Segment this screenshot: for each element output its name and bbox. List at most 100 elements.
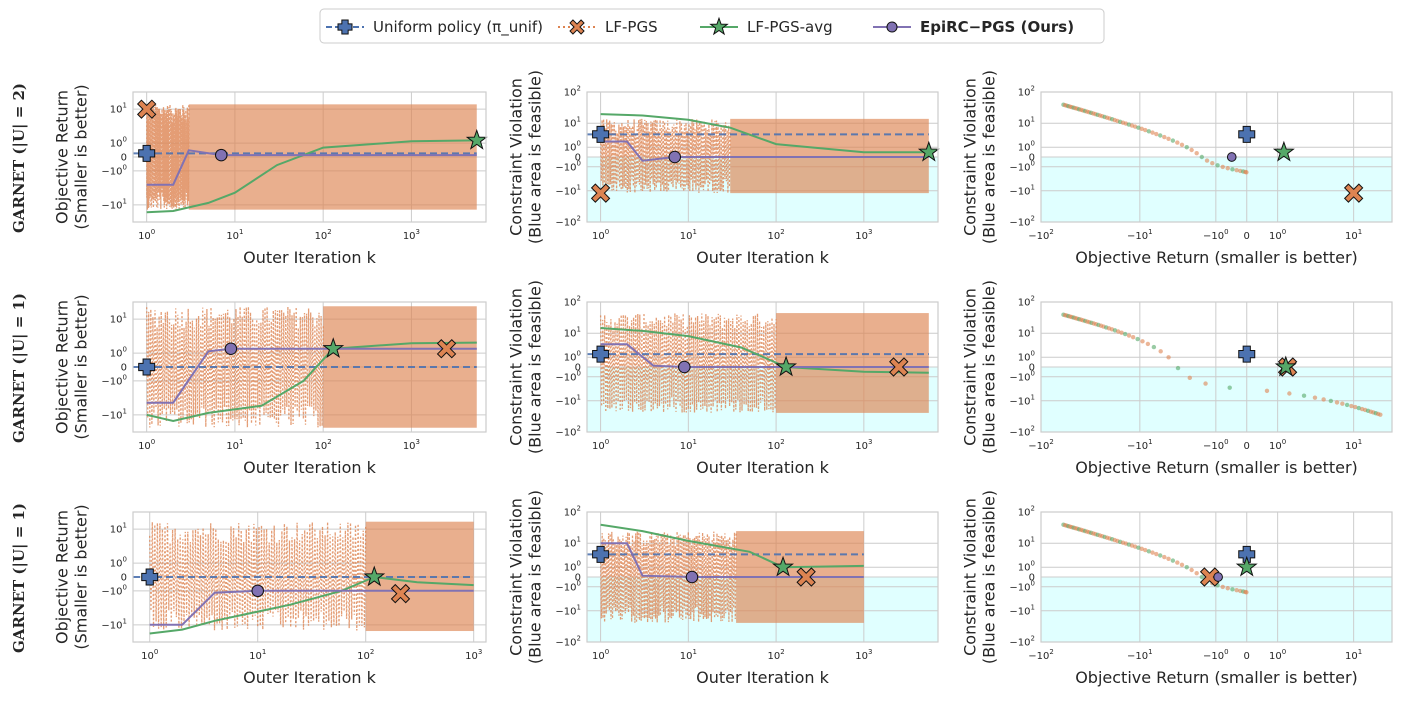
axes-frame <box>132 511 487 643</box>
plot-content <box>587 523 864 623</box>
y-tick-label: 0 <box>575 573 581 584</box>
axis-label-line: (Smaller is better) <box>72 294 91 439</box>
lfpgs-avg-marker <box>775 355 798 377</box>
y-tick-label: −101 <box>101 617 127 631</box>
axis-label-line: Objective Return <box>53 300 72 434</box>
y-axis-label: Objective Return (Smaller is better) <box>53 504 91 649</box>
y-tick-label: 0 <box>121 363 127 374</box>
axis-label-line: (Blue area is feasible) <box>526 490 545 664</box>
uniform-marker <box>1238 545 1256 563</box>
legend-marker-x <box>569 19 585 35</box>
lfpgs-marker <box>390 583 411 604</box>
legend-label: Uniform policy (π_unif) <box>373 18 543 37</box>
trajectory-dot <box>1344 402 1350 408</box>
x-tick-label: −102 <box>1028 228 1054 242</box>
trajectory-dot <box>1199 154 1205 160</box>
trajectory-dot <box>1139 546 1144 552</box>
trajectory-dot <box>1199 574 1205 580</box>
lfpgs-avg-marker <box>465 128 488 150</box>
uniform-marker <box>141 568 159 586</box>
trajectory-dot <box>1136 125 1141 130</box>
axis-label-line: Constraint Violation <box>961 288 980 446</box>
y-tick-label: 100 <box>110 346 127 360</box>
trajectory-dot <box>1136 545 1141 550</box>
lfpgs-avg-line <box>600 523 864 569</box>
epirc-line <box>146 347 477 404</box>
lfpgs-line <box>146 104 190 210</box>
trajectory-dot <box>1158 553 1163 558</box>
uniform-marker <box>1238 345 1256 363</box>
trajectory-dot <box>1139 126 1144 132</box>
y-tick-label: 100 <box>110 136 127 150</box>
y-tick-label: −100 <box>555 159 581 173</box>
lfpgs-avg-marker <box>1235 555 1258 577</box>
y-tick-label: −100 <box>555 369 581 383</box>
legend-marker-plus <box>337 19 353 35</box>
axis-label-line: Constraint Violation <box>961 78 980 236</box>
trajectory-dot <box>1227 385 1232 390</box>
trajectory-dot <box>1150 550 1155 555</box>
uniform-marker <box>592 125 610 143</box>
lfpgs-line <box>149 521 367 631</box>
y-tick-label: 102 <box>1018 295 1035 309</box>
trajectory-dot <box>1225 166 1230 171</box>
x-axis-label: Objective Return (smaller is better) <box>1075 248 1358 267</box>
lfpgs-marker <box>136 99 157 119</box>
axis-label-line: Constraint Violation <box>507 78 526 236</box>
y-tick-label: −101 <box>555 183 581 197</box>
epirc-line <box>600 343 929 368</box>
y-tick-label: 101 <box>1018 116 1035 130</box>
x-tick-label: 101 <box>1345 438 1362 452</box>
y-tick-label: 0 <box>575 363 581 374</box>
x-tick-label: −100 <box>1203 648 1229 662</box>
lfpgs-avg-line <box>146 139 477 214</box>
lfpgs-marker <box>796 567 816 587</box>
trajectory-dot <box>1154 551 1159 557</box>
axes-frame <box>132 91 487 223</box>
x-tick-label: 101 <box>1345 228 1362 242</box>
trajectory-dot <box>1244 170 1249 175</box>
x-tick-label: 100 <box>138 228 155 242</box>
x-axis-label: Objective Return (smaller is better) <box>1075 458 1358 477</box>
axes-frame <box>586 301 939 433</box>
y-axis-label: Constraint Violation (Blue area is feasib… <box>507 280 545 454</box>
lfpgs-marker <box>436 339 457 359</box>
feasible-region <box>1041 577 1392 642</box>
lfpgs-avg-line <box>600 113 929 154</box>
axis-label-line: (Blue area is feasible) <box>980 280 999 454</box>
trajectory-dot <box>1230 167 1235 172</box>
x-tick-label: 100 <box>592 438 609 452</box>
trajectory-dot <box>1210 161 1215 166</box>
x-axis-label: Outer Iteration k <box>243 458 376 477</box>
y-tick-label: 0 <box>1029 153 1035 164</box>
lfpgs-avg-marker <box>917 140 940 162</box>
plot-content <box>133 306 477 428</box>
trajectory-dot <box>1328 398 1334 404</box>
axis-label-line: (Blue area is feasible) <box>980 490 999 664</box>
x-tick-label: 103 <box>855 648 872 662</box>
y-tick-label: −101 <box>101 407 127 421</box>
trajectory-dot <box>1166 556 1171 561</box>
trajectory-points <box>1061 102 1249 175</box>
y-tick-label: −100 <box>1009 159 1035 173</box>
trajectory-dot <box>1194 150 1199 156</box>
y-tick-label: 102 <box>1018 505 1035 519</box>
trajectory-dot <box>1175 140 1180 145</box>
x-tick-label: 103 <box>465 648 482 662</box>
x-axis-label: Objective Return (smaller is better) <box>1075 668 1358 687</box>
y-tick-label: 101 <box>1018 326 1035 340</box>
y-tick-label: −102 <box>1009 635 1035 649</box>
trajectory-dot <box>1166 136 1171 141</box>
y-tick-label: 102 <box>1018 85 1035 99</box>
y-axis-label: Constraint Violation (Blue area is feasib… <box>961 490 999 664</box>
y-axis-label: Constraint Violation (Blue area is feasib… <box>507 70 545 244</box>
axes-frame <box>1040 511 1393 643</box>
y-tick-label: 101 <box>110 522 127 536</box>
axis-label-line: (Blue area is feasible) <box>526 280 545 454</box>
trajectory-dot <box>1203 381 1208 386</box>
row-labels: GARNET (|U| = 2) GARNET (|U| = 1) GARNET (… <box>10 83 28 653</box>
y-tick-label: −101 <box>555 393 581 407</box>
